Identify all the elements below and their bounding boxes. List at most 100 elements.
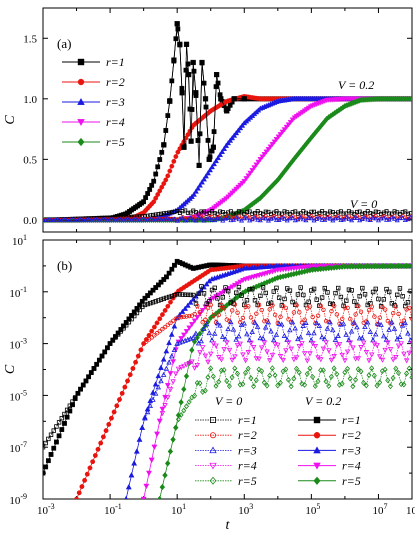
data-point	[173, 154, 179, 159]
data-point	[212, 285, 217, 291]
data-point	[304, 370, 310, 377]
data-point	[274, 209, 279, 214]
data-point	[389, 319, 395, 325]
data-point	[218, 290, 225, 297]
data-point	[119, 391, 125, 396]
legend-label: r=3	[238, 443, 257, 457]
data-point	[129, 216, 135, 222]
data-point	[167, 371, 174, 377]
data-point	[339, 352, 345, 358]
data-point	[166, 359, 172, 365]
data-point	[46, 436, 51, 442]
data-point	[299, 320, 305, 325]
data-point	[328, 214, 333, 219]
data-point	[353, 376, 359, 383]
legend-marker	[313, 462, 321, 470]
data-point	[166, 216, 172, 222]
data-point	[193, 188, 199, 194]
data-point	[293, 355, 300, 361]
legend-header-v0: V = 0	[215, 394, 242, 408]
legend-label: r=5	[342, 474, 361, 488]
y-tick-label-a: 0.5	[23, 154, 37, 166]
data-point	[115, 216, 121, 222]
data-point	[299, 341, 305, 347]
data-point	[237, 279, 244, 285]
panel-b-ylabel: C	[3, 364, 18, 374]
data-point	[202, 387, 208, 394]
data-point	[70, 217, 76, 222]
data-point	[198, 215, 204, 221]
panel-b-series	[43, 258, 412, 499]
data-point	[172, 209, 177, 214]
legend-label: r=5	[106, 135, 125, 149]
data-point	[161, 216, 167, 222]
data-point	[312, 209, 317, 214]
data-point	[183, 329, 190, 335]
data-point	[256, 356, 262, 362]
data-point	[79, 484, 85, 489]
data-point	[380, 305, 385, 310]
data-point	[313, 320, 320, 326]
data-point	[294, 365, 300, 372]
y-tick-label-b: 10-1	[9, 285, 27, 300]
legend-marker	[77, 97, 85, 105]
data-point	[249, 329, 255, 335]
data-point	[163, 365, 170, 371]
data-point	[287, 215, 293, 221]
data-point	[141, 341, 146, 346]
data-point	[147, 290, 153, 296]
data-point	[87, 465, 93, 471]
data-point	[377, 315, 382, 320]
data-point	[43, 217, 46, 222]
data-point	[326, 383, 332, 390]
data-point	[247, 286, 252, 292]
data-point	[315, 378, 321, 385]
data-point	[199, 345, 206, 351]
data-point	[64, 414, 70, 420]
data-point	[276, 295, 282, 300]
legend-a: r=1 r=2 r=3 r=4 r=5	[62, 55, 125, 149]
data-point	[152, 390, 159, 396]
data-point	[327, 301, 333, 306]
data-point	[276, 217, 282, 222]
data-point	[234, 343, 241, 349]
legend-label: r=4	[106, 115, 125, 129]
data-point	[325, 290, 330, 295]
data-point	[142, 295, 148, 301]
data-point	[43, 464, 49, 470]
data-point	[318, 357, 324, 363]
data-point	[229, 308, 235, 313]
data-point	[405, 330, 411, 336]
data-point	[393, 365, 399, 372]
data-point	[351, 215, 357, 220]
data-point	[181, 144, 187, 150]
data-point	[259, 368, 265, 375]
data-point	[232, 354, 238, 360]
data-point	[188, 210, 193, 215]
data-point	[234, 290, 239, 295]
panel-a-frame	[42, 7, 413, 233]
series-b-line	[76, 303, 412, 499]
x-tick-label-b: 10-1	[104, 502, 122, 517]
data-point	[131, 216, 137, 222]
data-point	[113, 335, 118, 340]
data-point	[175, 366, 182, 372]
data-point	[319, 295, 325, 300]
data-point	[285, 340, 292, 346]
data-point	[289, 320, 294, 325]
data-point	[244, 331, 250, 337]
data-point	[186, 325, 193, 331]
data-point	[209, 217, 215, 222]
data-point	[153, 299, 158, 304]
data-point	[213, 157, 219, 164]
data-point	[304, 358, 311, 364]
data-point	[328, 373, 334, 380]
data-point	[246, 304, 251, 309]
data-point	[80, 216, 86, 222]
data-point	[251, 383, 257, 390]
data-point	[114, 403, 119, 408]
data-point	[161, 211, 166, 216]
data-point	[139, 298, 145, 304]
data-point	[217, 151, 223, 158]
